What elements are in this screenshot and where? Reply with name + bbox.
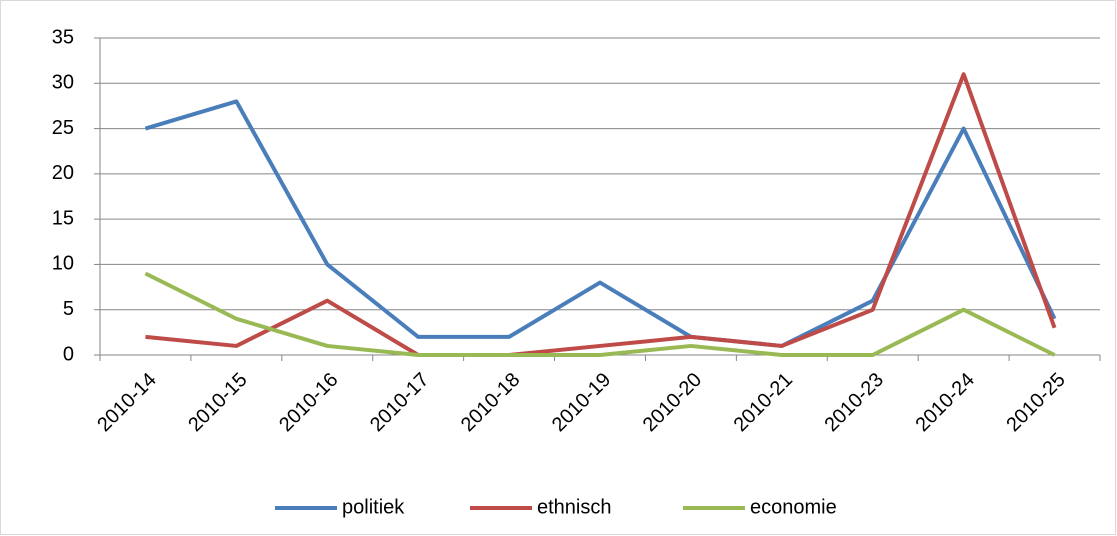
y-tick-label: 20 bbox=[52, 162, 74, 184]
y-tick-label: 5 bbox=[63, 298, 74, 320]
legend-label: economie bbox=[750, 496, 837, 518]
y-tick-label: 30 bbox=[52, 72, 74, 94]
y-tick-label: 35 bbox=[52, 26, 74, 48]
y-tick-label: 25 bbox=[52, 117, 74, 139]
series-line bbox=[144, 271, 1056, 357]
y-tick-label: 10 bbox=[52, 253, 74, 275]
y-tick-label: 15 bbox=[52, 207, 74, 229]
legend-label: ethnisch bbox=[537, 496, 612, 518]
legend-label: politiek bbox=[342, 496, 405, 518]
y-tick-label: 0 bbox=[63, 343, 74, 365]
series-line bbox=[145, 72, 1057, 357]
series-line bbox=[144, 99, 1057, 348]
